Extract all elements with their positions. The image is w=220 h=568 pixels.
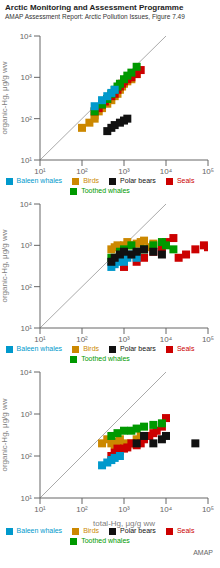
html-text:Birds: Birds: [83, 177, 100, 184]
html-text:Toothed whales: Toothed whales: [81, 355, 130, 362]
svg-text:10²: 10²: [20, 283, 32, 292]
html-text:Polar bears: Polar bears: [120, 527, 156, 534]
html-text:Toothed whales: Toothed whales: [81, 187, 130, 194]
html-text:Birds: Birds: [83, 345, 100, 352]
svg-text:10³: 10³: [20, 241, 32, 250]
svg-text:10³: 10³: [118, 335, 130, 344]
svg-text:organic-Hg, μg/g ww: organic-Hg, μg/g ww: [8, 229, 9, 302]
svg-text:10³: 10³: [118, 167, 130, 176]
svg-text:10¹: 10¹: [20, 324, 32, 333]
svg-text:10¹: 10¹: [20, 156, 32, 165]
html-text:AMAP Assessment Report: Arctic: AMAP Assessment Report: Arctic Pollution…: [5, 13, 185, 20]
svg-text:10⁴: 10⁴: [160, 505, 173, 514]
html-text:Toothed whales: Toothed whales: [81, 537, 130, 544]
svg-text:total-Hg, μg/g ww: total-Hg, μg/g ww: [93, 519, 155, 528]
html-text:Polar bears: Polar bears: [120, 345, 156, 352]
svg-text:10³: 10³: [20, 410, 32, 419]
svg-text:10¹: 10¹: [34, 167, 46, 176]
html-text:Seals: Seals: [176, 345, 195, 352]
svg-text:10⁵: 10⁵: [202, 335, 212, 344]
svg-text:10²: 10²: [20, 115, 32, 124]
svg-text:organic-Hg, μg/g ww: organic-Hg, μg/g ww: [8, 61, 9, 134]
svg-text:10³: 10³: [20, 73, 32, 82]
svg-text:10⁴: 10⁴: [160, 335, 173, 344]
html-text:Birds: Birds: [83, 527, 100, 534]
svg-text:10⁴: 10⁴: [20, 32, 33, 41]
html-text:Baleen whales: Baleen whales: [16, 177, 63, 184]
svg-text:10²: 10²: [20, 452, 32, 461]
svg-text:10⁴: 10⁴: [20, 200, 33, 209]
html-text:Seals: Seals: [176, 177, 195, 184]
html-text:AMAP: AMAP: [193, 549, 213, 556]
html-text:Seals: Seals: [176, 527, 195, 534]
svg-text:10⁵: 10⁵: [202, 505, 212, 514]
html-text:Arctic Monitoring and Assessme: Arctic Monitoring and Assessment Program…: [5, 3, 184, 12]
svg-text:organic-Hg, μg/g ww: organic-Hg, μg/g ww: [8, 398, 9, 471]
svg-text:10⁵: 10⁵: [202, 167, 212, 176]
svg-text:10¹: 10¹: [34, 505, 46, 514]
svg-text:10²: 10²: [76, 335, 88, 344]
html-text:Baleen whales: Baleen whales: [16, 345, 63, 352]
svg-text:10²: 10²: [76, 505, 88, 514]
svg-text:10¹: 10¹: [34, 335, 46, 344]
html-text:Polar bears: Polar bears: [120, 177, 156, 184]
svg-text:10⁴: 10⁴: [160, 167, 173, 176]
svg-text:10²: 10²: [76, 167, 88, 176]
svg-text:10⁴: 10⁴: [20, 368, 33, 377]
html-text:Baleen whales: Baleen whales: [16, 527, 63, 534]
svg-text:10¹: 10¹: [20, 494, 32, 503]
svg-text:10³: 10³: [118, 505, 130, 514]
